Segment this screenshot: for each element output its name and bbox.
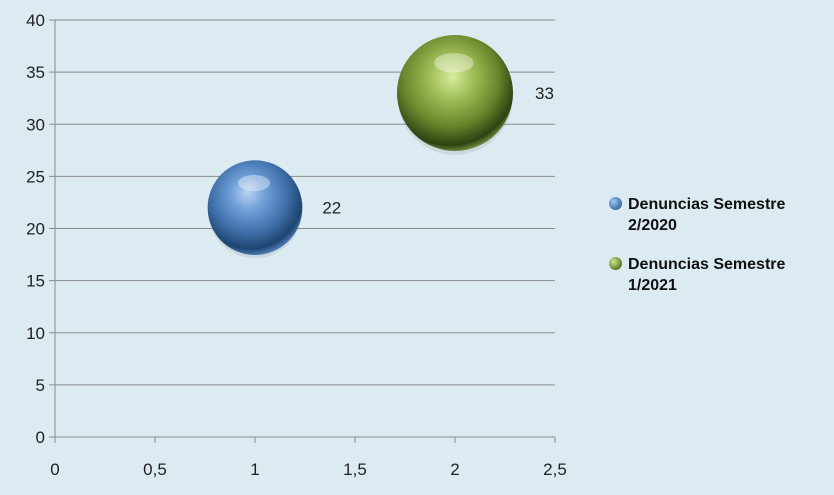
- tick-label-x-0-5: 0,5: [143, 460, 167, 479]
- legend: Denuncias Semestre 2/2020 Denuncias Seme…: [608, 194, 834, 314]
- tick-label-y-20: 20: [26, 220, 45, 239]
- tick-label-x-0: 0: [50, 460, 59, 479]
- tick-label-y-40: 40: [26, 11, 45, 30]
- tick-label-y-15: 15: [26, 272, 45, 291]
- legend-label-series-1: Denuncias Semestre 2/2020: [628, 196, 786, 234]
- legend-marker-series-1: [609, 197, 622, 210]
- bubble-highlight-series-1: [237, 174, 271, 192]
- tick-label-layer: 0 5 10 15 20 25 30 35 40 0 0,5 1 1,5 2 2,5: [26, 11, 567, 479]
- legend-item-series-2: Denuncias Semestre 1/2021: [608, 254, 834, 296]
- legend-item-series-1: Denuncias Semestre 2/2020: [608, 194, 834, 236]
- tick-label-y-5: 5: [36, 376, 45, 395]
- tick-label-x-2: 2: [450, 460, 459, 479]
- bubble-series-2: [397, 34, 513, 151]
- bubble-layer: [207, 34, 513, 259]
- axis-layer: [49, 19, 556, 443]
- tick-label-x-2-5: 2,5: [543, 460, 567, 479]
- tick-label-x-1: 1: [250, 460, 259, 479]
- legend-marker-series-2: [609, 257, 622, 270]
- tick-label-y-10: 10: [26, 324, 45, 343]
- data-label-layer: 22 33: [322, 84, 554, 218]
- bubble-series-1: [207, 160, 303, 256]
- data-label-series-1: 22: [322, 199, 341, 218]
- tick-label-y-25: 25: [26, 167, 45, 186]
- tick-label-y-35: 35: [26, 63, 45, 82]
- data-label-series-2: 33: [535, 84, 554, 103]
- bubble-highlight-series-2: [434, 52, 474, 73]
- tick-label-x-1-5: 1,5: [343, 460, 367, 479]
- legend-label-series-2: Denuncias Semestre 1/2021: [628, 256, 786, 294]
- grid-layer: [55, 19, 555, 438]
- tick-label-y-0: 0: [36, 428, 45, 447]
- tick-label-y-30: 30: [26, 115, 45, 134]
